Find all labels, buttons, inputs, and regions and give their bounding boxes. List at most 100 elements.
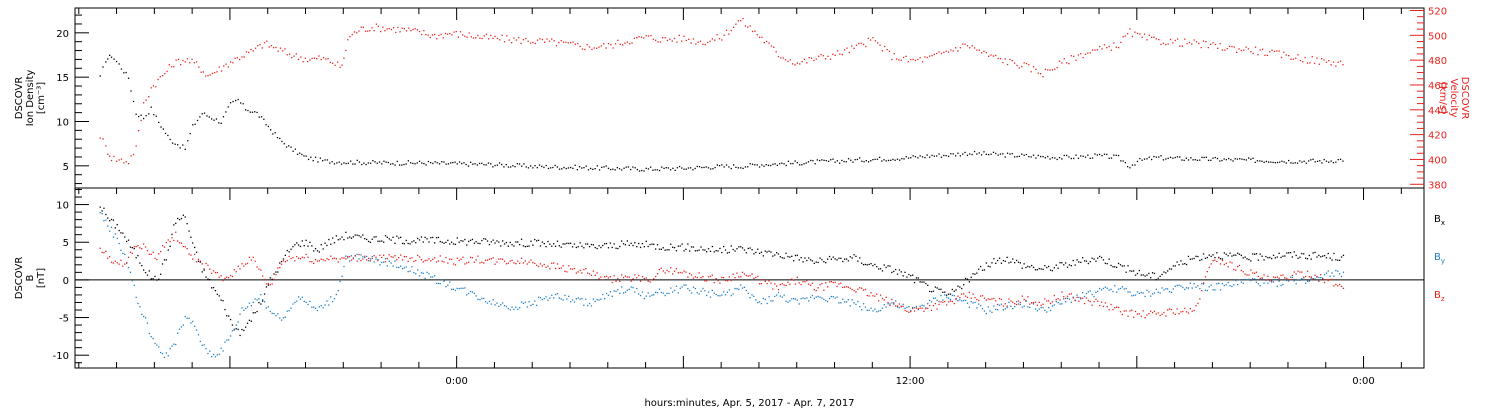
velocity-point bbox=[768, 42, 770, 44]
bfield-point-by bbox=[757, 301, 759, 304]
velocity-point bbox=[895, 58, 898, 60]
bfield-point-bx bbox=[1271, 257, 1273, 260]
bfield-point-bx bbox=[838, 257, 840, 259]
velocity-point bbox=[803, 58, 806, 60]
bfield-point-bx bbox=[1289, 252, 1292, 254]
bfield-point-bz bbox=[656, 273, 659, 275]
bfield-point-bx bbox=[201, 271, 203, 273]
velocity-point bbox=[645, 35, 647, 37]
bfield-point-by bbox=[158, 346, 160, 348]
density-point bbox=[794, 160, 796, 162]
bfield-point-by bbox=[1082, 292, 1084, 294]
bfield-point-bz bbox=[1295, 273, 1297, 275]
bfield-point-by bbox=[760, 303, 763, 305]
velocity-point bbox=[950, 49, 952, 51]
density-point bbox=[1265, 160, 1267, 163]
bfield-point-bx bbox=[639, 246, 642, 249]
bfield-point-by bbox=[976, 307, 978, 309]
bfield-point-by bbox=[379, 264, 381, 266]
density-point bbox=[550, 167, 552, 169]
bfield-point-bz bbox=[282, 260, 285, 262]
bfield-point-bz bbox=[770, 282, 772, 284]
density-point bbox=[242, 103, 244, 105]
bfield-point-bx bbox=[906, 276, 908, 278]
velocity-point bbox=[388, 27, 390, 30]
density-point bbox=[299, 152, 301, 154]
bfield-point-bz bbox=[1089, 300, 1091, 303]
bfield-point-bz bbox=[749, 275, 751, 277]
bfield-point-by bbox=[1087, 291, 1089, 293]
bfield-point-bz bbox=[1340, 285, 1343, 288]
bfield-point-bz bbox=[388, 254, 390, 256]
velocity-point bbox=[130, 155, 132, 157]
bfield-point-bx bbox=[609, 242, 611, 244]
velocity-point bbox=[652, 38, 654, 40]
bfield-point-bz bbox=[723, 276, 725, 279]
bfield-point-by bbox=[169, 348, 171, 350]
bfield-point-bx bbox=[844, 258, 846, 260]
bfield-point-by bbox=[547, 299, 549, 301]
density-point bbox=[565, 167, 567, 170]
bfield-point-bz bbox=[137, 245, 139, 247]
bfield-point-bz bbox=[628, 276, 630, 278]
bfield-point-by bbox=[953, 294, 955, 297]
velocity-axis-label-line: [km/s] bbox=[1437, 82, 1448, 114]
bfield-point-by bbox=[662, 292, 664, 294]
bfield-point-bz bbox=[209, 268, 211, 270]
bfield-point-bx bbox=[218, 295, 220, 297]
bfield-point-bx bbox=[1089, 261, 1091, 263]
velocity-point bbox=[929, 55, 931, 57]
bfield-point-bx bbox=[1097, 257, 1099, 259]
velocity-point bbox=[345, 49, 347, 52]
bfield-point-by bbox=[386, 265, 388, 267]
bfield-point-by bbox=[207, 352, 209, 355]
velocity-point bbox=[548, 40, 551, 42]
velocity-point bbox=[1056, 66, 1058, 69]
bfield-point-bx bbox=[656, 244, 659, 246]
bfield-point-by bbox=[422, 272, 424, 274]
bfield-point-by bbox=[607, 294, 610, 296]
bfield-point-bx bbox=[706, 251, 708, 253]
bfield-point-by bbox=[690, 292, 693, 294]
bfield-point-bx bbox=[1325, 257, 1328, 259]
bfield-point-by bbox=[235, 324, 237, 326]
bfield-point-bz bbox=[834, 281, 836, 283]
bfield-point-bz bbox=[832, 281, 834, 284]
density-point bbox=[430, 162, 432, 164]
velocity-point bbox=[227, 66, 229, 68]
bfield-point-bx bbox=[116, 224, 118, 226]
bfield-point-by bbox=[647, 292, 649, 294]
bfield-point-bz bbox=[1223, 263, 1225, 266]
velocity-point bbox=[607, 43, 610, 45]
bfield-point-bx bbox=[541, 241, 543, 243]
bfield-point-bz bbox=[660, 267, 662, 269]
bfield-point-bx bbox=[556, 240, 559, 242]
bfield-point-by bbox=[434, 275, 436, 277]
density-point bbox=[645, 167, 647, 169]
bfield-point-bx bbox=[1340, 256, 1343, 258]
density-point bbox=[910, 157, 912, 159]
bfield-point-bz bbox=[566, 271, 568, 273]
bfield-point-bz bbox=[509, 260, 511, 262]
velocity-point bbox=[784, 59, 787, 61]
velocity-point bbox=[1299, 59, 1302, 62]
bfield-point-by bbox=[719, 295, 721, 297]
bfield-point-by bbox=[350, 255, 353, 257]
bfield-point-bx bbox=[1138, 269, 1140, 272]
velocity-point bbox=[259, 44, 261, 46]
bfield-point-by bbox=[1102, 287, 1105, 290]
density-point bbox=[109, 54, 111, 56]
bfield-point-bz bbox=[904, 309, 906, 312]
bfield-point-bx bbox=[1014, 262, 1016, 264]
bfield-point-bz bbox=[1036, 304, 1038, 306]
bfield-point-by bbox=[1127, 291, 1129, 293]
bfield-point-by bbox=[1010, 305, 1012, 307]
velocity-point bbox=[173, 66, 175, 68]
bfield-point-by bbox=[1272, 281, 1275, 283]
bfield-point-bz bbox=[507, 262, 509, 264]
velocity-point bbox=[827, 55, 829, 57]
bfield-point-by bbox=[1129, 291, 1131, 293]
velocity-point bbox=[202, 71, 204, 73]
bfield-point-bz bbox=[887, 301, 889, 304]
bfield-point-bx bbox=[126, 240, 128, 243]
